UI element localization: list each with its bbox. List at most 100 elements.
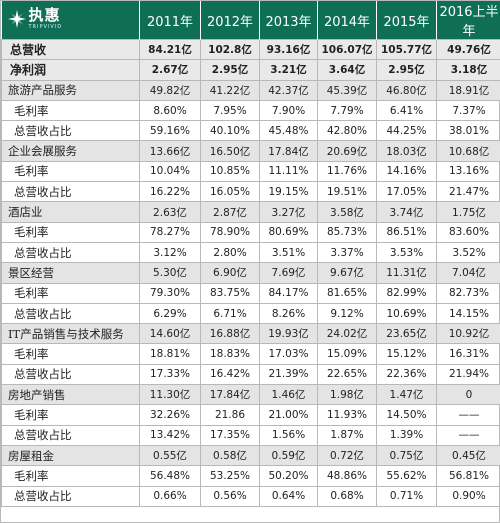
table-cell: 7.69亿 (259, 262, 318, 284)
table-cell: 6.71% (200, 302, 260, 325)
table-cell: 55.62% (376, 465, 437, 487)
table-cell: 15.12% (376, 343, 437, 365)
segment-row: 景区经营 5.30亿 6.90亿 7.69亿 9.67亿 11.31亿 7.04亿 (1, 262, 500, 284)
brand-logo: 执惠 TRIPVIVID (7, 6, 63, 30)
table-cell: 3.74亿 (376, 201, 437, 223)
row-label: 总营收占比 (1, 302, 140, 325)
logo-wordmark: 执惠 (28, 6, 61, 24)
table-cell: 11.93% (317, 404, 377, 426)
table-cell: 24.02亿 (317, 323, 377, 345)
row-label: 总营收占比 (1, 424, 140, 446)
metric-row: 毛利率 56.48% 53.25% 50.20% 48.86% 55.62% 56.81% (1, 465, 500, 487)
table-cell: 49.82亿 (139, 79, 201, 101)
table-cell: 7.79% (317, 99, 377, 122)
table-cell: 10.68亿 (436, 140, 500, 162)
table-cell: 16.05% (200, 181, 260, 203)
table-cell: 1.87% (317, 424, 377, 446)
table-cell: 79.30% (139, 282, 201, 304)
row-label: 总营收占比 (1, 485, 140, 507)
row-label: 旅游产品服务 (1, 79, 140, 101)
table-cell: 82.73% (436, 282, 500, 304)
row-label: 总营收占比 (1, 363, 140, 386)
table-cell: 22.65% (317, 363, 377, 386)
table-cell: —— (436, 424, 500, 446)
segment-row: 旅游产品服务 49.82亿 41.22亿 42.37亿 45.39亿 46.80亿 18.9… (1, 79, 500, 101)
table-cell: 84.21亿 (139, 38, 201, 61)
table-cell: 0.58亿 (200, 444, 260, 467)
metric-row: 总营收占比 13.42% 17.35% 1.56% 1.87% 1.39% —— (1, 424, 500, 446)
table-cell: 19.15% (259, 181, 318, 203)
table-cell: 16.88亿 (200, 323, 260, 345)
segment-row: 房屋租金 0.55亿 0.58亿 0.59亿 0.72亿 0.75亿 0.45亿 (1, 444, 500, 467)
table-cell: 1.56% (259, 424, 318, 446)
table-cell: 19.51% (317, 181, 377, 203)
row-label: 房地产销售 (1, 384, 140, 406)
row-label: 毛利率 (1, 99, 140, 122)
row-label: 总营收占比 (1, 120, 140, 142)
metric-row: 毛利率 32.26% 21.86 21.00% 11.93% 14.50% —— (1, 404, 500, 426)
table-cell: 78.27% (139, 221, 201, 243)
table-cell: 1.46亿 (259, 384, 318, 406)
year-header: 2015年 (376, 1, 437, 40)
metric-row: 毛利率 78.27% 78.90% 80.69% 85.73% 86.51% 83.60% (1, 221, 500, 243)
table-cell: 2.95亿 (376, 59, 437, 81)
row-label: 毛利率 (1, 160, 140, 183)
table-cell: 46.80亿 (376, 79, 437, 101)
table-cell: 17.35% (200, 424, 260, 446)
table-cell: 17.84亿 (259, 140, 318, 162)
table-cell: 106.07亿 (317, 38, 377, 61)
table-cell: 22.36% (376, 363, 437, 386)
table-cell: 21.94% (436, 363, 500, 386)
table-cell: 3.51% (259, 241, 318, 264)
row-label: 净利润 (1, 59, 140, 81)
row-label: 毛利率 (1, 404, 140, 426)
table-cell: 19.93亿 (259, 323, 318, 345)
table-cell: 2.80% (200, 241, 260, 264)
metric-row: 总营收占比 17.33% 16.42% 21.39% 22.65% 22.36% 21.94… (1, 363, 500, 386)
table-cell: 16.42% (200, 363, 260, 386)
table-cell: —— (436, 404, 500, 426)
table-cell: 1.39% (376, 424, 437, 446)
table-cell: 2.87亿 (200, 201, 260, 223)
table-cell: 32.26% (139, 404, 201, 426)
sparkle-star-icon (7, 10, 26, 28)
metric-row: 总营收占比 59.16% 40.10% 45.48% 42.80% 44.25% 38.01… (1, 120, 500, 142)
table-cell: 3.21亿 (259, 59, 318, 81)
table-cell: 17.03% (259, 343, 318, 365)
table-cell: 2.95亿 (200, 59, 260, 81)
table-cell: 42.80% (317, 120, 377, 142)
table-cell: 50.20% (259, 465, 318, 487)
row-label: IT产品销售与技术服务 (1, 323, 140, 345)
table-cell: 0.55亿 (139, 444, 201, 467)
year-header: 2016上半年 (436, 1, 500, 40)
table-cell: 8.60% (139, 99, 201, 122)
logo-cell: 执惠 TRIPVIVID (1, 1, 140, 40)
table-cell: 0.66% (139, 485, 201, 507)
table-cell: 0 (436, 384, 500, 406)
row-label: 酒店业 (1, 201, 140, 223)
table-cell: 0.59亿 (259, 444, 318, 467)
table-cell: 48.86% (317, 465, 377, 487)
row-label: 毛利率 (1, 221, 140, 243)
table-cell: 10.04% (139, 160, 201, 183)
table-cell: 11.30亿 (139, 384, 201, 406)
table-cell: 49.76亿 (436, 38, 500, 61)
table-cell: 41.22亿 (200, 79, 260, 101)
table-cell: 10.92亿 (436, 323, 500, 345)
table-cell: 18.91亿 (436, 79, 500, 101)
table-cell: 56.81% (436, 465, 500, 487)
table-cell: 9.12% (317, 302, 377, 325)
row-label: 毛利率 (1, 343, 140, 365)
table-cell: 9.67亿 (317, 262, 377, 284)
table-cell: 105.77亿 (376, 38, 437, 61)
row-label: 企业会展服务 (1, 140, 140, 162)
table-cell: 14.15% (436, 302, 500, 325)
table-cell: 10.85% (200, 160, 260, 183)
table-cell: 40.10% (200, 120, 260, 142)
table-cell: 0.72亿 (317, 444, 377, 467)
table-cell: 0.45亿 (436, 444, 500, 467)
table-cell: 8.26% (259, 302, 318, 325)
metric-row: 毛利率 10.04% 10.85% 11.11% 11.76% 14.16% 13.16% (1, 160, 500, 183)
table-cell: 45.48% (259, 120, 318, 142)
table-cell: 21.00% (259, 404, 318, 426)
